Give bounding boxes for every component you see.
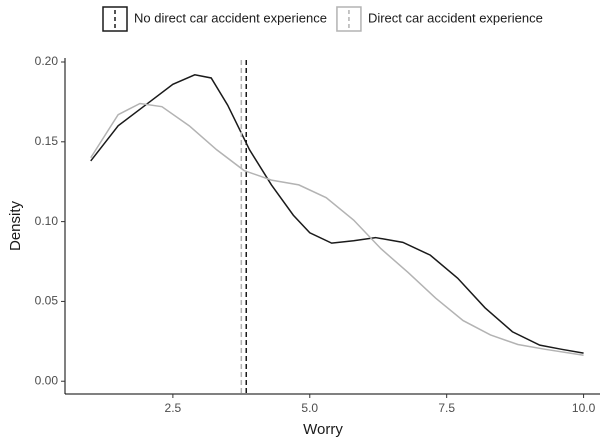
y-tick-label: 0.15 <box>35 134 59 148</box>
x-tick-label: 5.0 <box>301 401 318 415</box>
density-line <box>90 102 584 356</box>
y-tick-label: 0.00 <box>35 373 59 387</box>
y-tick-label: 0.05 <box>35 294 59 308</box>
x-tick-label: 2.5 <box>165 401 182 415</box>
x-axis-label: Worry <box>303 421 343 438</box>
y-tick-label: 0.10 <box>35 214 59 228</box>
y-tick-label: 0.20 <box>35 54 59 68</box>
x-tick-label: 10.0 <box>572 401 596 415</box>
density-line <box>90 73 584 354</box>
x-tick-label: 7.5 <box>438 401 455 415</box>
y-axis-label: Density <box>7 200 24 251</box>
legend-label: No direct car accident experience <box>134 10 327 25</box>
legend-label: Direct car accident experience <box>368 10 543 25</box>
